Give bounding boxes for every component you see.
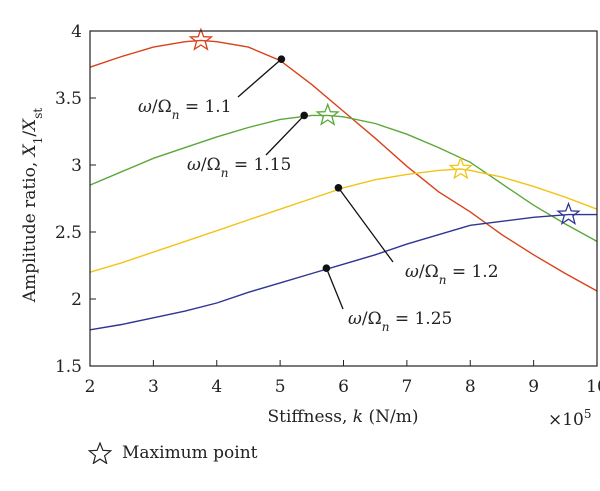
ticks-layer: 23456789101.522.533.54 bbox=[55, 22, 600, 397]
x-tick-label: 3 bbox=[148, 377, 159, 397]
annotation-label-4: ω/Ωn = 1.25 bbox=[348, 309, 452, 334]
annotation-label-3: ω/Ωn = 1.2 bbox=[405, 262, 499, 287]
annotation-dot-1 bbox=[277, 55, 286, 63]
y-tick-label: 2.5 bbox=[55, 223, 82, 243]
star-icon bbox=[88, 442, 112, 464]
x-tick-label: 5 bbox=[275, 377, 286, 397]
maximum-point-star-2 bbox=[315, 102, 340, 126]
maximum-point-star-1 bbox=[188, 27, 214, 51]
x-tick-label: 4 bbox=[211, 377, 222, 397]
series-layer bbox=[89, 27, 598, 331]
x-tick-label: 7 bbox=[401, 377, 412, 397]
y-tick-label: 1.5 bbox=[55, 357, 82, 377]
annotation-label-1: ω/Ωn = 1.1 bbox=[138, 97, 232, 122]
x-tick-label: 2 bbox=[85, 377, 96, 397]
x-axis-label: Stiffness, k (N/m) bbox=[268, 407, 419, 427]
annotation-label-2: ω/Ωn = 1.15 bbox=[187, 155, 291, 180]
annotation-dot-4 bbox=[322, 264, 331, 272]
y-axis-label: Amplitude ratio, X1/Xst bbox=[20, 108, 45, 304]
annotation-leader-1 bbox=[237, 58, 282, 98]
series-line-3 bbox=[89, 168, 598, 273]
maximum-point-star-4 bbox=[556, 201, 581, 226]
annotation-dot-3 bbox=[334, 183, 343, 192]
x-tick-label: 6 bbox=[338, 377, 349, 397]
maximum-point-star-3 bbox=[448, 156, 473, 180]
legend: Maximum point bbox=[88, 442, 258, 464]
y-tick-label: 2 bbox=[71, 290, 82, 310]
series-line-1 bbox=[89, 39, 598, 292]
series-line-2 bbox=[89, 114, 598, 243]
x-tick-label: 9 bbox=[528, 377, 539, 397]
annotation-dot-2 bbox=[300, 111, 309, 120]
y-tick-label: 4 bbox=[71, 22, 82, 42]
annotation-leader-4 bbox=[325, 267, 344, 310]
x-axis-multiplier: ×105 bbox=[548, 407, 592, 430]
annotation-layer: ω/Ωn = 1.1 ω/Ωn = 1.15 ω/Ωn = 1.2 ω/Ωn = 1.… bbox=[138, 55, 499, 334]
annotation-leader-2 bbox=[265, 114, 305, 156]
y-tick-label: 3.5 bbox=[55, 89, 82, 109]
y-tick-label: 3 bbox=[71, 156, 82, 176]
legend-label: Maximum point bbox=[122, 443, 258, 463]
x-tick-label: 10 bbox=[586, 377, 600, 397]
series-line-4 bbox=[89, 213, 597, 331]
annotation-leader-3 bbox=[337, 187, 394, 263]
x-tick-label: 8 bbox=[465, 377, 476, 397]
